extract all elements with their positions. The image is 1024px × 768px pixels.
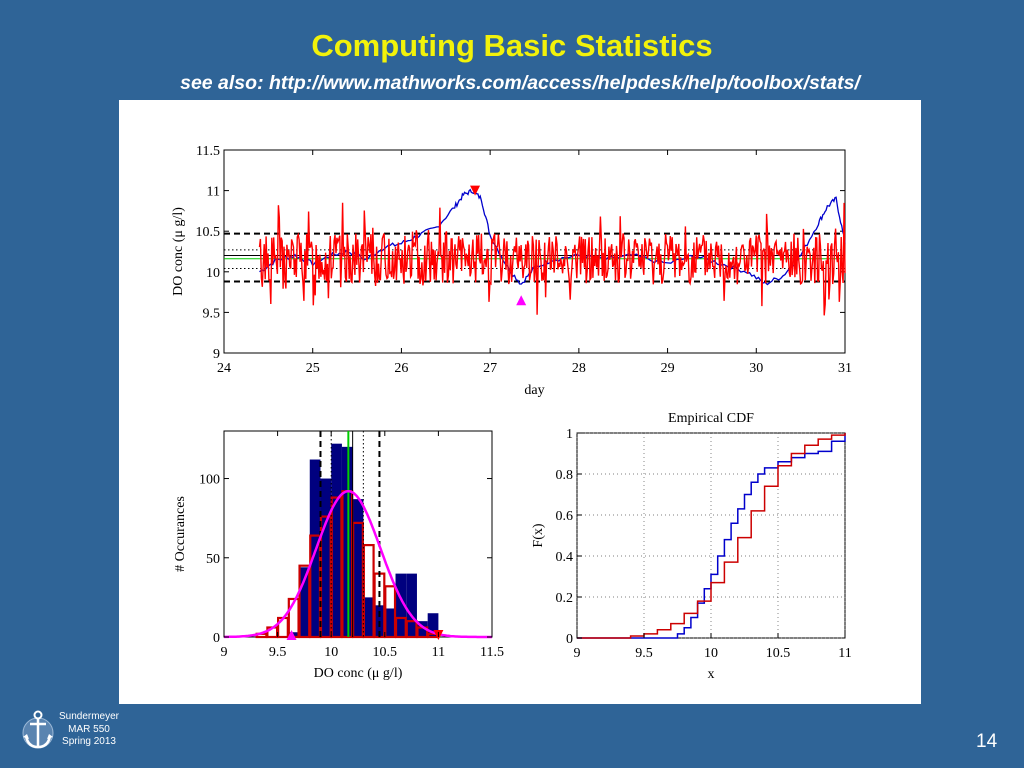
cdf-xtick-label: 9 <box>574 646 581 661</box>
timeseries-xtick-label: 30 <box>749 361 763 376</box>
histogram-xtick-label: 10 <box>324 645 338 660</box>
histogram-filled-bar <box>416 621 428 637</box>
timeseries-xtick-label: 27 <box>483 361 497 376</box>
histogram-filled-bar <box>363 597 375 637</box>
timeseries-xlabel: day <box>524 383 544 398</box>
histogram-filled-bar <box>299 567 310 637</box>
footer-line-author: Sundermeyer <box>58 711 120 722</box>
histogram-ylabel: # Occurances <box>173 496 188 572</box>
cdf-xlabel: x <box>708 667 715 682</box>
timeseries-marker <box>470 185 481 196</box>
histogram-filled-bar <box>406 573 417 637</box>
histogram-xtick-label: 10.5 <box>373 645 398 660</box>
cdf-xtick-label: 9.5 <box>635 646 653 661</box>
histogram-filled-bar <box>395 573 407 637</box>
timeseries-xtick-label: 31 <box>838 361 852 376</box>
timeseries-xtick-label: 25 <box>306 361 320 376</box>
cdf-ytick-label: 0 <box>566 632 573 647</box>
histogram-normal-fit <box>224 489 492 639</box>
histogram-marker <box>286 630 297 640</box>
timeseries-ytick-label: 10 <box>206 266 220 281</box>
histogram-filled-bar <box>427 613 439 637</box>
histogram-filled-bar <box>384 608 396 637</box>
histogram-xtick-label: 11.5 <box>480 645 504 660</box>
cdf-xtick-label: 11 <box>838 646 851 661</box>
timeseries-xtick-label: 29 <box>661 361 675 376</box>
slide-title: Computing Basic Statistics <box>311 28 713 63</box>
histogram-xlabel: DO conc (μ g/l) <box>314 666 403 681</box>
cdf-ytick-label: 0.4 <box>556 550 574 565</box>
anchor-icon <box>22 710 54 749</box>
histogram-filled-bar <box>341 446 353 637</box>
timeseries-marker <box>516 295 527 306</box>
cdf-red-series <box>577 433 846 639</box>
timeseries-ytick-label: 9.5 <box>203 306 221 321</box>
histogram-filled-bar <box>331 443 342 637</box>
cdf-ytick-label: 0.8 <box>556 468 574 483</box>
cdf-blue-series <box>577 433 846 639</box>
histogram-ytick-label: 50 <box>206 552 220 567</box>
histogram-filled-bar <box>352 499 364 637</box>
cdf-xtick-label: 10.5 <box>766 646 791 661</box>
cdf-ytick-label: 0.6 <box>556 509 574 524</box>
timeseries-xtick-label: 24 <box>217 361 231 376</box>
cdf-axes-box <box>576 432 846 639</box>
timeseries-xtick-label: 28 <box>572 361 586 376</box>
timeseries-ylabel: DO conc (μ g/l) <box>171 207 186 296</box>
cdf-ytick-label: 0.2 <box>556 591 574 606</box>
histogram-outline-bar <box>384 585 397 639</box>
timeseries-ytick-label: 10.5 <box>196 225 221 240</box>
footer-line-term: Spring 2013 <box>62 736 116 747</box>
histogram-xtick-label: 9.5 <box>269 645 287 660</box>
cdf-ylabel: F(x) <box>531 523 546 547</box>
histogram-filled-bar <box>320 478 332 637</box>
timeseries-xtick-label: 26 <box>394 361 408 376</box>
histogram-ytick-label: 100 <box>199 473 220 488</box>
histogram-xtick-label: 9 <box>221 645 228 660</box>
histogram-ytick-label: 0 <box>213 631 220 646</box>
footer-credit: Sundermeyer MAR 550 Spring 2013 <box>58 711 120 749</box>
slide-subtitle: see also: http://www.mathworks.com/acces… <box>180 72 860 94</box>
histogram-xtick-label: 11 <box>432 645 445 660</box>
timeseries-ytick-label: 11 <box>207 185 220 200</box>
timeseries-ytick-label: 9 <box>213 347 220 362</box>
cdf-title: Empirical CDF <box>668 411 754 426</box>
figure-panel: 24 25 26 27 28 29 30 31 9 9.5 10 10.5 11 11.5 day DO co… <box>119 100 921 704</box>
cdf-xtick-label: 10 <box>704 646 718 661</box>
cdf-ytick-label: 1 <box>566 427 573 442</box>
footer-line-course: MAR 550 <box>68 723 110 735</box>
page-number: 14 <box>976 731 998 752</box>
timeseries-ytick-label: 11.5 <box>196 144 220 159</box>
timeseries-red-series <box>258 202 846 316</box>
